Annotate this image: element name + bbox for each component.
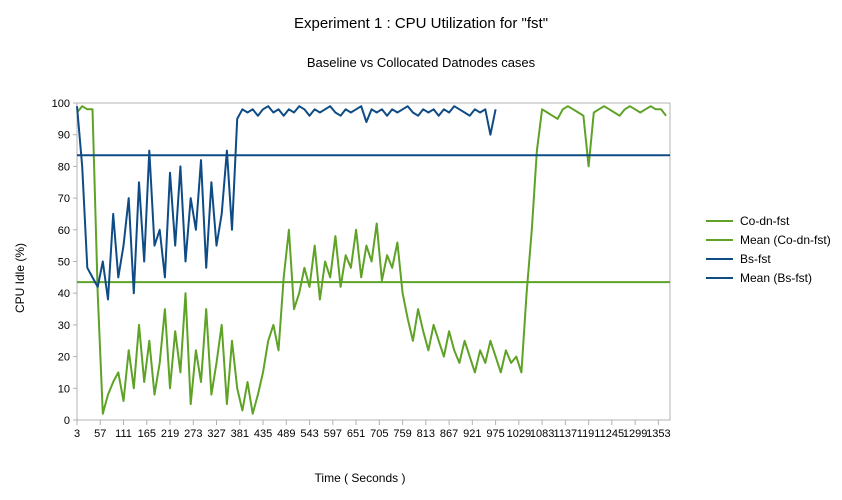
y-tick-label: 60	[58, 225, 70, 237]
x-tick-label: 759	[393, 428, 411, 440]
y-tick-label: 0	[64, 415, 70, 427]
x-tick-label: 435	[254, 428, 272, 440]
chart-subtitle: Baseline vs Collocated Datnodes cases	[307, 55, 536, 70]
y-tick-label: 100	[52, 98, 70, 110]
data-line	[76, 105, 667, 415]
x-axis-title: Time ( Seconds )	[315, 471, 406, 485]
y-tick-label: 70	[58, 193, 70, 205]
x-tick-label: 273	[184, 428, 202, 440]
x-tick-label: 3	[74, 428, 80, 440]
x-tick-label: 381	[231, 428, 249, 440]
x-tick-label: 867	[440, 428, 458, 440]
legend-label: Mean (Bs-fst)	[740, 271, 812, 285]
y-axis-title: CPU Idle (%)	[13, 243, 27, 313]
x-tick-label: 327	[207, 428, 225, 440]
x-tick-label: 1353	[646, 428, 670, 440]
legend-label: Mean (Co-dn-fst)	[740, 233, 831, 247]
x-tick-label: 1137	[554, 428, 578, 440]
y-tick-label: 40	[58, 288, 70, 300]
x-tick-label: 1191	[577, 428, 601, 440]
data-line	[76, 105, 497, 301]
x-tick-label: 651	[347, 428, 365, 440]
x-tick-label: 1245	[600, 428, 624, 440]
x-tick-label: 165	[138, 428, 156, 440]
legend-label: Co-dn-fst	[740, 214, 790, 228]
y-tick-label: 90	[58, 130, 70, 142]
x-tick-label: 1029	[507, 428, 531, 440]
chart-title: Experiment 1 : CPU Utilization for "fst"	[294, 15, 548, 32]
y-tick-label: 80	[58, 161, 70, 173]
y-tick-label: 20	[58, 352, 70, 364]
x-tick-label: 1083	[530, 428, 554, 440]
x-tick-label: 813	[417, 428, 435, 440]
y-tick-label: 50	[58, 257, 70, 269]
x-tick-label: 597	[324, 428, 342, 440]
x-tick-label: 1299	[623, 428, 647, 440]
x-tick-label: 57	[94, 428, 106, 440]
x-tick-label: 219	[161, 428, 179, 440]
y-tick-label: 10	[58, 383, 70, 395]
x-tick-label: 921	[463, 428, 481, 440]
x-tick-label: 975	[486, 428, 504, 440]
x-tick-label: 543	[300, 428, 318, 440]
x-tick-label: 111	[115, 428, 132, 440]
legend-label: Bs-fst	[740, 252, 771, 266]
x-tick-label: 489	[277, 428, 295, 440]
y-tick-label: 30	[58, 320, 70, 332]
x-tick-label: 705	[370, 428, 388, 440]
